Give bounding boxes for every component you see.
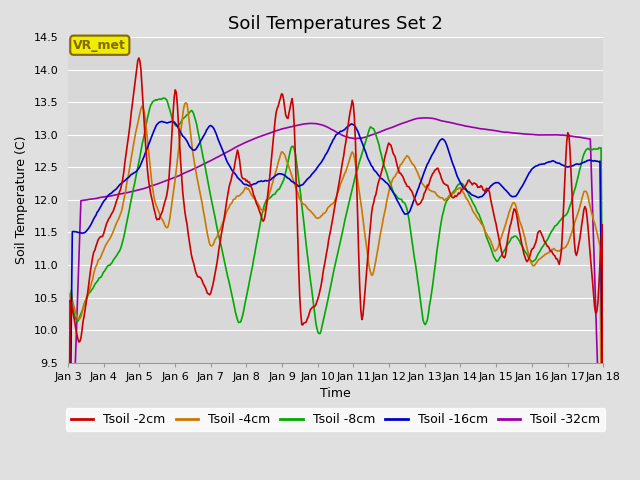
Title: Soil Temperatures Set 2: Soil Temperatures Set 2 [228, 15, 443, 33]
Legend: Tsoil -2cm, Tsoil -4cm, Tsoil -8cm, Tsoil -16cm, Tsoil -32cm: Tsoil -2cm, Tsoil -4cm, Tsoil -8cm, Tsoi… [66, 408, 605, 431]
Y-axis label: Soil Temperature (C): Soil Temperature (C) [15, 136, 28, 264]
Text: VR_met: VR_met [74, 39, 126, 52]
X-axis label: Time: Time [320, 387, 351, 400]
